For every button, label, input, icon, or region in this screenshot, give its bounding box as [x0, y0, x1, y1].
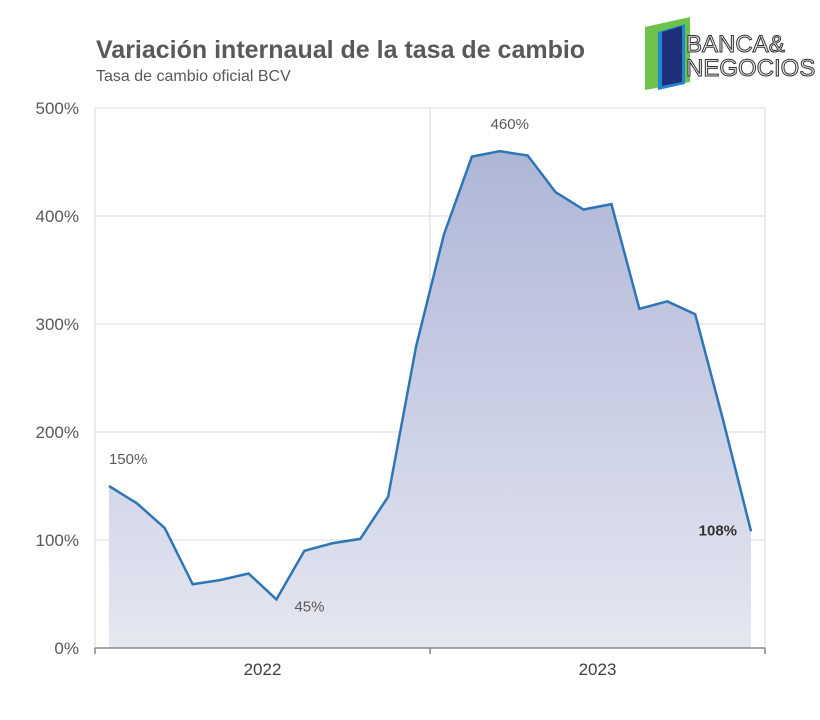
y-tick-label: 400% [36, 207, 79, 226]
y-tick-label: 100% [36, 531, 79, 550]
area-fill [108, 151, 752, 648]
data-label: 45% [294, 598, 324, 615]
svg-text:BANCA&: BANCA& [686, 31, 785, 58]
y-tick-label: 0% [54, 639, 79, 658]
x-year-label: 2022 [244, 660, 282, 679]
y-tick-label: 300% [36, 315, 79, 334]
chart-subtitle: Tasa de cambio oficial BCV [96, 68, 291, 85]
y-tick-label: 200% [36, 423, 79, 442]
data-label: 460% [491, 116, 529, 133]
series-line [108, 149, 753, 602]
chart-title: Variación internaual de la tasa de cambi… [96, 36, 586, 64]
y-tick-label: 500% [36, 99, 79, 118]
x-year-label: 2023 [579, 660, 617, 679]
data-label: 108% [699, 522, 737, 539]
logo: BANCA& NEGOCIOS [645, 17, 815, 90]
data-label: 150% [109, 451, 147, 468]
svg-text:NEGOCIOS: NEGOCIOS [686, 55, 815, 82]
